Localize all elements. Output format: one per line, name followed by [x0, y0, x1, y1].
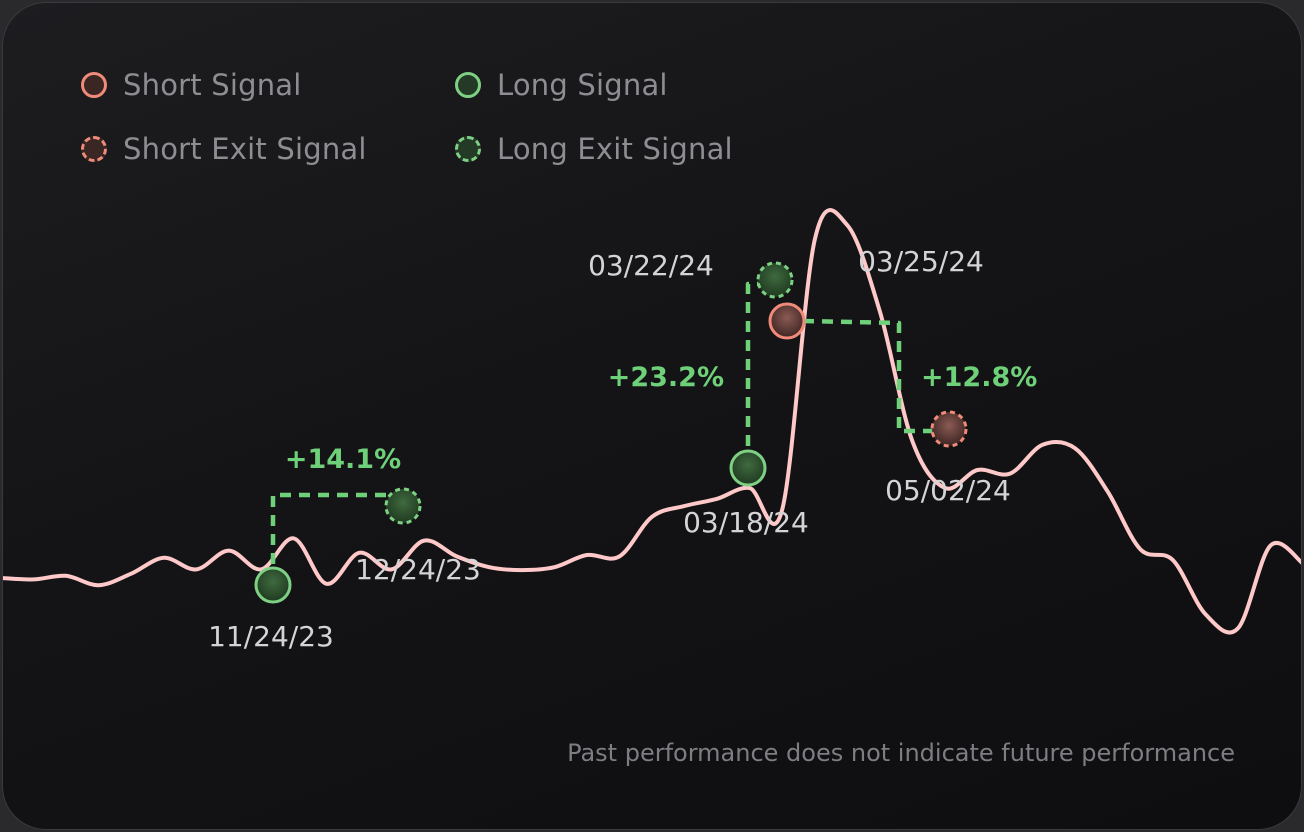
- signal-marker-long-1: [254, 566, 292, 604]
- legend-item-short-exit-signal: Short Exit Signal: [81, 127, 367, 171]
- long-exit-signal-marker-icon: [455, 136, 481, 162]
- return-label-1: +14.1%: [285, 444, 401, 475]
- signal-marker-short-exit-6: [930, 410, 968, 448]
- legend-label-long-exit-signal: Long Exit Signal: [497, 132, 733, 166]
- signal-marker-long-exit-2: [384, 487, 422, 525]
- signal-marker-long-3: [729, 449, 767, 487]
- disclaimer-text: Past performance does not indicate futur…: [567, 739, 1235, 767]
- legend-item-long-signal: Long Signal: [455, 63, 668, 107]
- signal-date-label-6: 05/02/24: [885, 474, 1011, 507]
- trade-connector-1: [270, 492, 406, 583]
- signal-marker-long-exit-4: [756, 261, 794, 299]
- long-signal-marker-icon: [455, 72, 481, 98]
- legend-item-short-signal: Short Signal: [81, 63, 302, 107]
- trade-connector-2: [745, 281, 773, 465]
- signal-date-label-2: 12/24/23: [355, 553, 481, 586]
- short-signal-marker-icon: [81, 72, 107, 98]
- legend: Short Signal Long Signal Short Exit Sign…: [81, 63, 801, 183]
- signal-date-label-3: 03/18/24: [683, 506, 809, 539]
- trade-connector-3: [802, 318, 933, 434]
- signal-date-label-5: 03/25/24: [858, 245, 984, 278]
- legend-label-short-exit-signal: Short Exit Signal: [123, 132, 367, 166]
- legend-item-long-exit-signal: Long Exit Signal: [455, 127, 733, 171]
- price-line: [3, 208, 1301, 635]
- signal-date-label-4: 03/22/24: [588, 249, 714, 282]
- signal-date-label-1: 11/24/23: [208, 620, 334, 653]
- signal-marker-short-5: [768, 302, 806, 340]
- return-label-3: +12.8%: [921, 362, 1037, 393]
- return-label-2: +23.2%: [608, 362, 724, 393]
- legend-label-short-signal: Short Signal: [123, 68, 302, 102]
- legend-label-long-signal: Long Signal: [497, 68, 668, 102]
- price-chart: +14.1% +23.2% +12.8% 11/24/23 12/24/23 03/18/…: [3, 208, 1301, 653]
- short-exit-signal-marker-icon: [81, 136, 107, 162]
